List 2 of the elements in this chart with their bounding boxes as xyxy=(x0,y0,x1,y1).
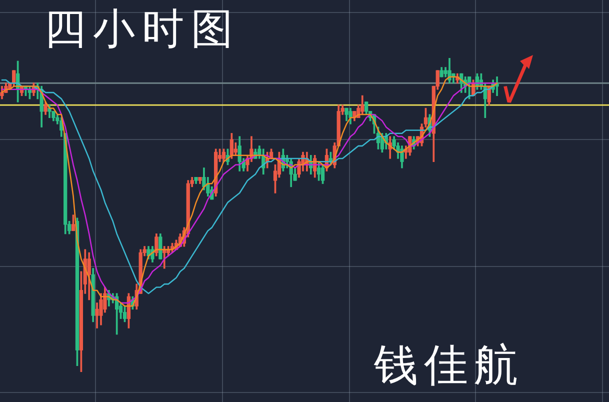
chart-title: 四小时图 xyxy=(44,4,240,53)
annotation: 钱佳航 xyxy=(374,340,524,391)
